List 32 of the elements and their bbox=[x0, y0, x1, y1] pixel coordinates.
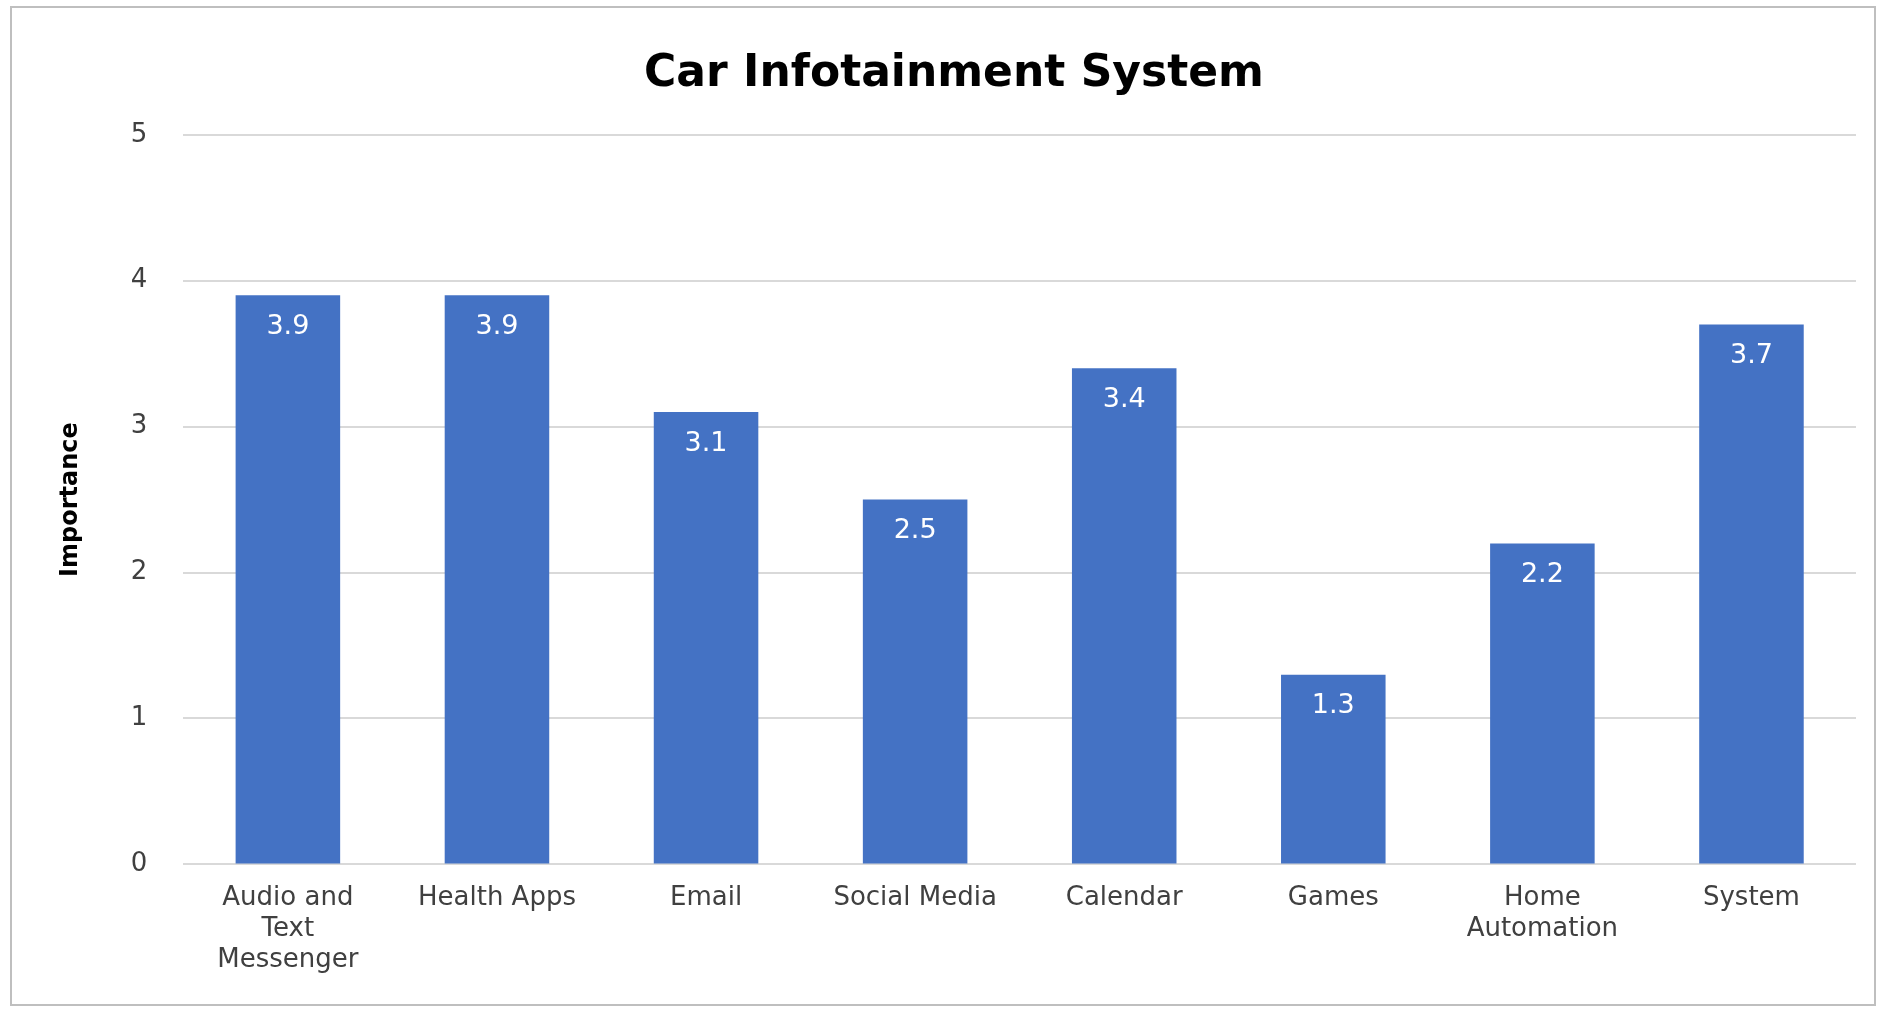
y-tick-label: 3 bbox=[130, 409, 148, 440]
data-label: 2.5 bbox=[893, 513, 937, 545]
data-label: 3.9 bbox=[266, 308, 310, 340]
y-tick-label: 5 bbox=[130, 117, 148, 148]
y-tick-label: 4 bbox=[130, 263, 148, 294]
x-tick-label: Games bbox=[1287, 880, 1379, 911]
y-tick-label: 0 bbox=[130, 847, 148, 878]
chart-title: Car Infotainment System bbox=[644, 44, 1264, 96]
data-label: 3.7 bbox=[1729, 338, 1773, 370]
x-tick-label: Health Apps bbox=[417, 880, 576, 911]
bar bbox=[653, 412, 759, 864]
data-label: 3.4 bbox=[1102, 381, 1146, 413]
y-tick-label: 1 bbox=[130, 701, 148, 732]
bar bbox=[862, 499, 968, 864]
bar bbox=[1490, 543, 1595, 864]
data-label: 3.9 bbox=[475, 308, 519, 340]
bar bbox=[235, 295, 341, 864]
bar bbox=[1699, 324, 1804, 864]
bar bbox=[1071, 368, 1177, 864]
data-label: 1.3 bbox=[1311, 688, 1355, 720]
x-tick-label: System bbox=[1702, 880, 1800, 911]
x-tick-label: Calendar bbox=[1065, 880, 1183, 911]
bar bbox=[1281, 674, 1386, 864]
x-tick-label: Social Media bbox=[833, 880, 997, 911]
x-tick-label: Audio and Text Messenger bbox=[217, 880, 359, 974]
y-tick-label: 2 bbox=[130, 555, 148, 586]
x-tick-label: Home Automation bbox=[1466, 880, 1619, 942]
bar bbox=[444, 295, 550, 864]
x-tick-label: Email bbox=[669, 880, 743, 911]
data-label: 2.2 bbox=[1520, 556, 1564, 588]
y-axis-title: Importance bbox=[54, 422, 83, 577]
data-label: 3.1 bbox=[684, 425, 728, 457]
